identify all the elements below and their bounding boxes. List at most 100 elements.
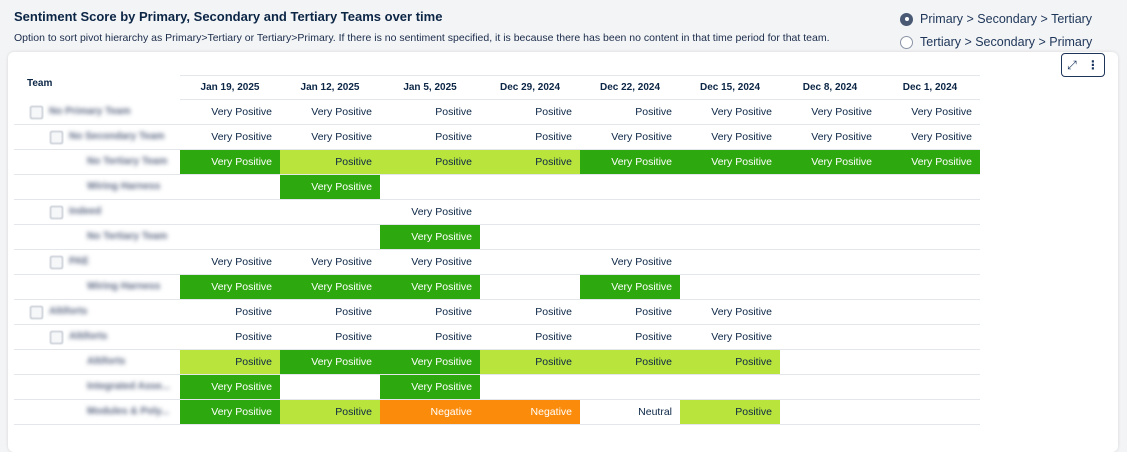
sort-option[interactable]: Tertiary > Secondary > Primary bbox=[900, 35, 1092, 49]
cell bbox=[780, 325, 880, 349]
header-rule bbox=[180, 99, 980, 100]
cell bbox=[780, 250, 880, 274]
checkbox[interactable] bbox=[50, 206, 63, 219]
cell: Positive bbox=[380, 325, 480, 349]
column-header: Dec 15, 2024 bbox=[699, 82, 761, 93]
cell: Very Positive bbox=[380, 350, 480, 374]
cell bbox=[280, 225, 380, 249]
cell bbox=[580, 175, 680, 199]
cell: Positive bbox=[380, 100, 480, 124]
cell: Very Positive bbox=[780, 125, 880, 149]
cell bbox=[880, 200, 980, 224]
cell bbox=[480, 200, 580, 224]
title: Sentiment Score by Primary, Secondary an… bbox=[14, 9, 443, 24]
checkbox[interactable] bbox=[30, 106, 43, 119]
cell: Positive bbox=[180, 350, 280, 374]
cell bbox=[780, 175, 880, 199]
cell: Positive bbox=[380, 300, 480, 324]
cell bbox=[680, 175, 780, 199]
column-header: Jan 12, 2025 bbox=[300, 82, 360, 93]
cell: Very Positive bbox=[680, 100, 780, 124]
row-rule bbox=[14, 249, 980, 250]
cell: Positive bbox=[280, 400, 380, 424]
cell: Very Positive bbox=[780, 100, 880, 124]
row-rule bbox=[14, 199, 980, 200]
radio-label: Primary > Secondary > Tertiary bbox=[920, 12, 1093, 26]
checkbox[interactable] bbox=[50, 131, 63, 144]
row-rule bbox=[14, 324, 980, 325]
cell: Very Positive bbox=[680, 300, 780, 324]
cell bbox=[780, 375, 880, 399]
cell bbox=[880, 225, 980, 249]
sort-option[interactable]: Primary > Secondary > Tertiary bbox=[900, 12, 1092, 26]
column-header: Dec 22, 2024 bbox=[599, 82, 661, 93]
cell bbox=[680, 225, 780, 249]
cell: Very Positive bbox=[280, 175, 380, 199]
cell bbox=[180, 200, 280, 224]
menu-button[interactable]: ⋮ bbox=[1086, 58, 1099, 72]
cell bbox=[680, 250, 780, 274]
cell: Positive bbox=[580, 300, 680, 324]
row-rule bbox=[14, 349, 980, 350]
cell: Negative bbox=[380, 400, 480, 424]
cell bbox=[880, 275, 980, 299]
cell: Very Positive bbox=[680, 325, 780, 349]
column-header: Dec 29, 2024 bbox=[499, 82, 561, 93]
subtitle: Option to sort pivot hierarchy as Primar… bbox=[14, 32, 830, 44]
row-label: No Primary Team bbox=[49, 106, 131, 117]
checkbox[interactable] bbox=[30, 306, 43, 319]
cell: Positive bbox=[280, 325, 380, 349]
cell: Very Positive bbox=[380, 275, 480, 299]
cell: Positive bbox=[480, 125, 580, 149]
cell: Very Positive bbox=[180, 275, 280, 299]
cell: Very Positive bbox=[180, 250, 280, 274]
expand-button[interactable]: ⤢ bbox=[1067, 57, 1077, 72]
cell: Very Positive bbox=[580, 250, 680, 274]
cell bbox=[780, 200, 880, 224]
checkbox[interactable] bbox=[50, 256, 63, 269]
cell bbox=[780, 400, 880, 424]
column-header: Dec 1, 2024 bbox=[902, 82, 958, 93]
row-rule bbox=[14, 174, 980, 175]
cell: Very Positive bbox=[280, 100, 380, 124]
checkbox[interactable] bbox=[50, 331, 63, 344]
cell: Positive bbox=[680, 350, 780, 374]
cell: Very Positive bbox=[880, 150, 980, 174]
cell bbox=[280, 200, 380, 224]
cell: Positive bbox=[380, 150, 480, 174]
radio-button[interactable] bbox=[900, 12, 913, 26]
cell: Very Positive bbox=[880, 125, 980, 149]
cell bbox=[480, 250, 580, 274]
cell: Very Positive bbox=[680, 125, 780, 149]
cell: Very Positive bbox=[580, 275, 680, 299]
cell: Positive bbox=[180, 300, 280, 324]
cell bbox=[880, 300, 980, 324]
row-rule bbox=[14, 274, 980, 275]
cell: Very Positive bbox=[880, 100, 980, 124]
cell: Neutral bbox=[580, 400, 680, 424]
cell bbox=[180, 225, 280, 249]
cell bbox=[280, 375, 380, 399]
cell: Very Positive bbox=[280, 125, 380, 149]
cell bbox=[780, 300, 880, 324]
row-label: No Tertiary Team bbox=[87, 231, 168, 242]
row-label: Altiforts bbox=[49, 306, 88, 317]
cell: Positive bbox=[480, 150, 580, 174]
column-header: Jan 19, 2025 bbox=[200, 82, 260, 93]
row-rule bbox=[14, 224, 980, 225]
cell: Positive bbox=[480, 100, 580, 124]
row-label: Wiring Harness bbox=[87, 181, 161, 192]
radio-button[interactable] bbox=[900, 35, 913, 49]
cell bbox=[680, 375, 780, 399]
row-label: Altiforts bbox=[69, 331, 108, 342]
cell: Positive bbox=[280, 300, 380, 324]
cell: Very Positive bbox=[580, 125, 680, 149]
row-label: PAE bbox=[69, 256, 89, 267]
column-header: Jan 5, 2025 bbox=[403, 82, 457, 93]
cell bbox=[780, 225, 880, 249]
row-rule bbox=[14, 424, 980, 425]
radio-label: Tertiary > Secondary > Primary bbox=[920, 35, 1093, 49]
cell: Very Positive bbox=[380, 200, 480, 224]
row-label: No Tertiary Team bbox=[87, 156, 168, 167]
cell: Very Positive bbox=[180, 375, 280, 399]
